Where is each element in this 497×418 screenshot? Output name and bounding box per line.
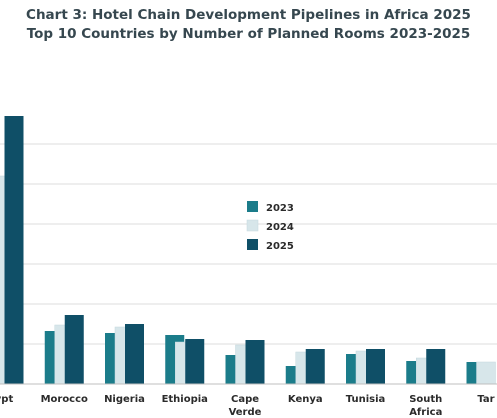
category-label-cape-verde: Cape Verde bbox=[229, 394, 262, 418]
category-label-morocco: Morocco bbox=[41, 394, 88, 405]
legend-swatch-2023 bbox=[247, 201, 258, 212]
bar-morocco-2025 bbox=[64, 315, 84, 384]
legend-label-2024: 2024 bbox=[266, 222, 294, 233]
category-label-ethiopia: Ethiopia bbox=[162, 394, 208, 405]
legend-swatch-2024 bbox=[246, 219, 259, 232]
bar-tunisia-2025 bbox=[366, 349, 385, 384]
bars bbox=[0, 116, 496, 385]
bar-cape-verde-2025 bbox=[245, 340, 265, 384]
legend-label-2025: 2025 bbox=[266, 241, 294, 252]
chart-title-block: Chart 3: Hotel Chain Development Pipelin… bbox=[0, 6, 497, 44]
legend-label-2023: 2023 bbox=[266, 203, 294, 214]
category-label-tanzania: Tar bbox=[477, 394, 494, 405]
category-label-kenya: Kenya bbox=[288, 394, 323, 405]
category-label-tunisia: Tunisia bbox=[346, 394, 386, 405]
bar-ethiopia-2025 bbox=[185, 339, 205, 384]
bar-kenya-2025 bbox=[305, 349, 325, 384]
bar-south-africa-2025 bbox=[426, 349, 446, 384]
category-label-egypt: ypt bbox=[0, 394, 13, 405]
bar-egypt-2025 bbox=[4, 116, 24, 384]
chart-subtitle: Top 10 Countries by Number of Planned Ro… bbox=[26, 26, 471, 42]
category-label-nigeria: Nigeria bbox=[104, 394, 145, 405]
legend: 2023 2024 2025 bbox=[246, 201, 294, 252]
bar-nigeria-2025 bbox=[125, 324, 144, 384]
bar-tanzania-2024 bbox=[476, 361, 496, 385]
chart-title: Chart 3: Hotel Chain Development Pipelin… bbox=[26, 7, 471, 23]
legend-swatch-2025 bbox=[247, 239, 258, 250]
category-label-south-africa: South Africa bbox=[409, 394, 442, 418]
